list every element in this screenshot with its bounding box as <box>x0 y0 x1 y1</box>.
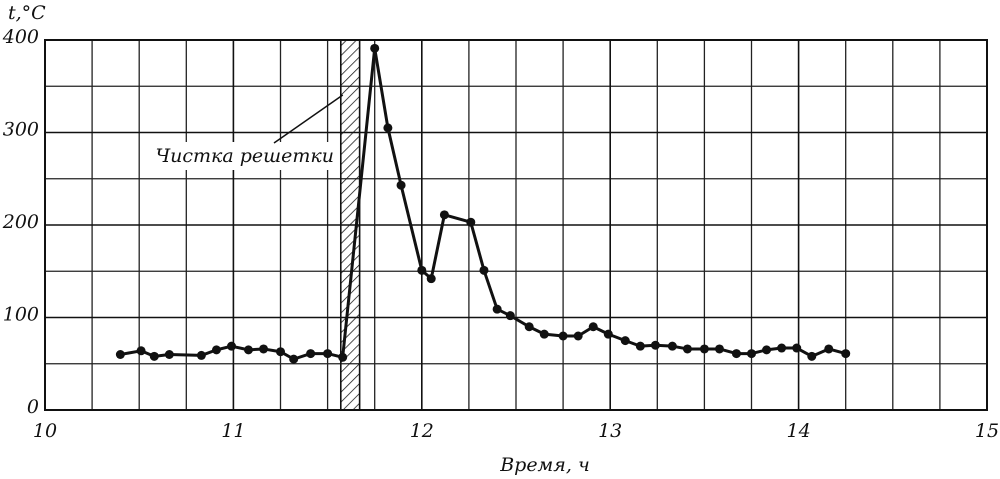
data-point <box>289 354 299 364</box>
y-axis-label: t,°C <box>8 2 46 24</box>
data-point <box>164 350 174 359</box>
data-point <box>383 123 393 133</box>
x-tick-label: 15 <box>975 420 999 442</box>
y-tick-label: 0 <box>27 396 39 418</box>
data-point <box>588 322 598 332</box>
data-line <box>120 46 847 361</box>
y-tick-label: 200 <box>2 211 39 233</box>
data-point <box>650 340 660 350</box>
data-point <box>227 341 237 351</box>
annotation-label: Чистка решетки <box>155 145 334 167</box>
data-point <box>792 343 802 353</box>
y-tick-label: 400 <box>2 26 39 48</box>
data-point <box>841 349 851 359</box>
data-point <box>479 265 489 275</box>
data-point <box>136 346 146 356</box>
data-point <box>635 341 645 351</box>
data-point <box>439 210 449 220</box>
data-point <box>115 350 125 359</box>
data-point <box>426 274 436 284</box>
data-point <box>492 304 502 314</box>
data-point <box>370 43 380 53</box>
data-point <box>667 341 677 351</box>
x-tick-label: 11 <box>221 420 245 442</box>
data-point <box>211 345 221 355</box>
data-point <box>259 344 269 354</box>
data-point <box>807 351 817 361</box>
data-point <box>466 217 476 227</box>
label-backing <box>140 142 336 170</box>
data-point <box>505 311 515 321</box>
data-point <box>306 349 316 359</box>
data-point <box>714 344 724 354</box>
data-point <box>149 351 159 361</box>
plot-frame <box>44 39 988 411</box>
data-point <box>573 331 583 341</box>
y-tick-label: 300 <box>3 119 39 141</box>
leader-line <box>273 94 344 144</box>
data-point <box>196 350 206 360</box>
data-point <box>699 344 709 354</box>
data-point <box>417 265 427 275</box>
data-point <box>243 345 253 355</box>
data-point <box>558 331 568 341</box>
data-point <box>777 343 787 353</box>
data-point <box>323 349 333 359</box>
data-point <box>824 344 834 354</box>
data-point <box>762 345 772 355</box>
data-point <box>603 329 613 339</box>
x-tick-label: 10 <box>33 420 57 442</box>
data-point <box>747 349 756 359</box>
x-tick-label: 13 <box>598 420 622 442</box>
y-tick-label: 100 <box>3 304 39 326</box>
data-point <box>682 344 692 354</box>
x-axis-label: Время, ч <box>499 454 590 476</box>
x-tick-label: 12 <box>410 420 434 442</box>
data-point <box>338 352 348 362</box>
data-point <box>620 336 630 346</box>
data-point <box>276 347 285 357</box>
data-point <box>731 349 741 359</box>
data-point <box>539 329 549 339</box>
data-point <box>524 322 534 332</box>
x-tick-label: 14 <box>787 420 811 442</box>
data-point <box>396 180 406 190</box>
